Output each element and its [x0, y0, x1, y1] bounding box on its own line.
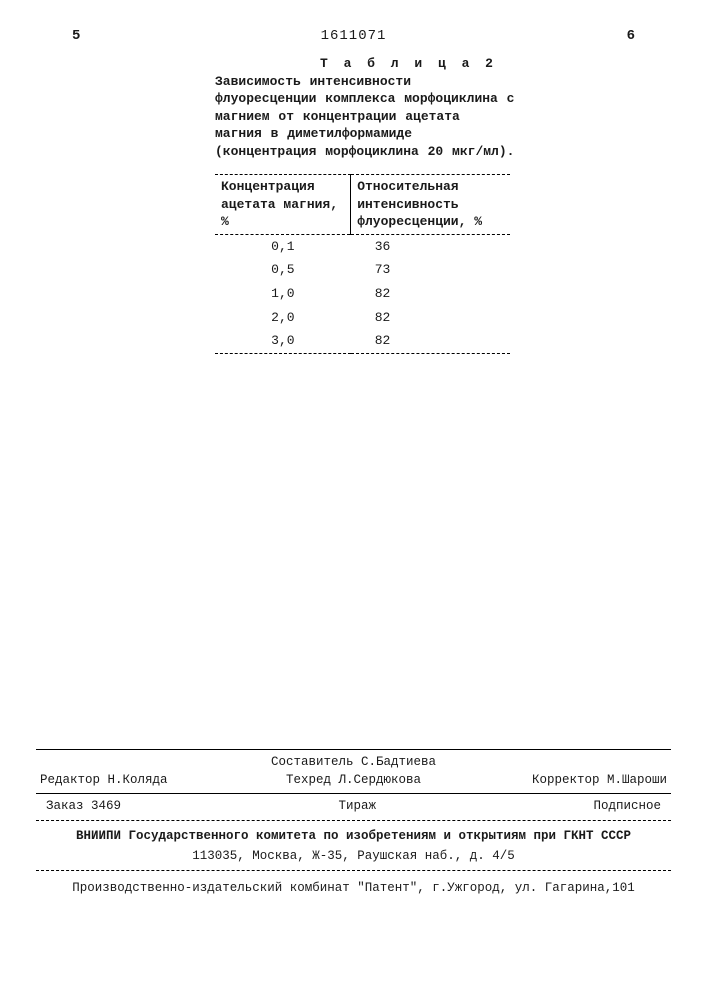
vniipi-line: ВНИИПИ Государственного комитета по изоб…	[36, 825, 671, 849]
vniipi-address: 113035, Москва, Ж-35, Раушская наб., д. …	[36, 848, 671, 866]
order-number: Заказ 3469	[46, 798, 121, 816]
cell-conc: 3,0	[215, 329, 351, 353]
order-row: Заказ 3469 Тираж Подписное	[36, 798, 671, 816]
producer-line: Производственно-издательский комбинат "П…	[36, 875, 671, 898]
table-row: 3,0 82	[215, 329, 510, 353]
divider	[36, 793, 671, 794]
cell-conc: 0,5	[215, 258, 351, 282]
table-row: 0,5 73	[215, 258, 510, 282]
credits-row-1: Составитель С.Бадтиева	[36, 754, 671, 772]
table-label: Т а б л и ц а 2	[215, 55, 515, 73]
divider	[36, 749, 671, 750]
circulation: Тираж	[338, 798, 376, 816]
cell-intensity: 82	[351, 329, 510, 353]
table-2-block: Т а б л и ц а 2 Зависимость интенсивност…	[215, 55, 515, 354]
table-row: 0,1 36	[215, 235, 510, 259]
cell-conc: 0,1	[215, 235, 351, 259]
table-row: 2,0 82	[215, 306, 510, 330]
cell-intensity: 82	[351, 282, 510, 306]
cell-intensity: 36	[351, 235, 510, 259]
cell-intensity: 82	[351, 306, 510, 330]
data-table: Концентрация ацетата магния, % Относител…	[215, 174, 510, 353]
cell-conc: 1,0	[215, 282, 351, 306]
table-header-col2: Относительная интенсивность флуоресценци…	[351, 175, 510, 234]
dashed-divider	[36, 820, 671, 821]
page-number-right: 6	[627, 28, 635, 44]
cell-conc: 2,0	[215, 306, 351, 330]
table-row: 1,0 82	[215, 282, 510, 306]
table-caption: Зависимость интенсивности флуоресценции …	[215, 73, 515, 161]
editor: Редактор Н.Коляда	[36, 772, 231, 790]
credits-row-2: Редактор Н.Коляда Техред Л.Сердюкова Кор…	[36, 772, 671, 790]
page: 5 1611071 6 Т а б л и ц а 2 Зависимость …	[0, 0, 707, 1000]
colophon: Составитель С.Бадтиева Редактор Н.Коляда…	[36, 745, 671, 897]
compiler: Составитель С.Бадтиева	[231, 754, 477, 772]
techred: Техред Л.Сердюкова	[231, 772, 477, 790]
cell-intensity: 73	[351, 258, 510, 282]
corrector: Корректор М.Шароши	[477, 772, 672, 790]
table-header-col1: Концентрация ацетата магния, %	[215, 175, 351, 234]
dashed-divider	[36, 870, 671, 871]
subscription: Подписное	[593, 798, 661, 816]
document-number: 1611071	[0, 28, 707, 44]
